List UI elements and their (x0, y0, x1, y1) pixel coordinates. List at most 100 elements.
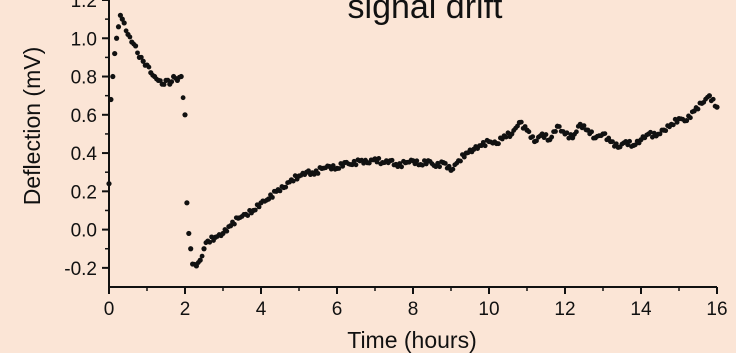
chart-title: signal drift (348, 0, 504, 26)
axes (102, 0, 718, 294)
y-tick-labels: -0.2 0.0 0.2 0.4 0.6 0.8 1.0 1.2 (64, 0, 97, 280)
data-point (446, 163, 452, 169)
data-point (252, 207, 258, 213)
data-point (534, 138, 539, 144)
data-point (648, 129, 653, 135)
data-point (610, 139, 615, 145)
data-point (140, 58, 146, 64)
x-tick-label: 14 (630, 299, 652, 320)
data-point (461, 154, 467, 160)
data-point (450, 166, 456, 172)
data-point (135, 50, 140, 56)
data-point (663, 128, 669, 134)
data-point (245, 213, 251, 218)
data-point (602, 131, 608, 137)
data-point (695, 106, 701, 112)
x-axis-title: Time (hours) (347, 327, 477, 353)
data-point (530, 134, 536, 140)
data-point (266, 196, 272, 202)
y-tick-label: 1.0 (71, 29, 97, 50)
x-tick-labels: 0 2 4 6 8 10 12 14 16 (104, 299, 728, 320)
data-point (710, 96, 716, 102)
data-point (437, 164, 442, 170)
x-tick-label: 6 (332, 299, 343, 320)
data-point (627, 138, 632, 144)
data-point (399, 164, 404, 170)
data-point (121, 20, 127, 26)
data-point (115, 24, 122, 30)
data-point (228, 223, 234, 229)
data-point (684, 117, 690, 124)
y-tick-label: 0.8 (71, 68, 97, 89)
data-point (414, 158, 420, 164)
data-point (169, 79, 175, 85)
data-point (283, 184, 289, 190)
data-point (632, 142, 638, 148)
y-tick-label: -0.2 (64, 259, 97, 280)
data-point (292, 173, 298, 179)
y-tick-label: 0.4 (71, 144, 98, 165)
data-point (256, 204, 262, 210)
data-point (389, 157, 395, 163)
data-point (458, 158, 463, 164)
data-point (110, 73, 116, 80)
data-point (556, 124, 562, 129)
data-point (133, 43, 139, 49)
data-point (232, 221, 237, 227)
data-point (277, 188, 283, 194)
data-point (207, 239, 213, 245)
data-point (224, 228, 230, 234)
data-point (376, 156, 382, 161)
data-point (706, 93, 713, 99)
data-point (549, 134, 555, 140)
data-point (182, 112, 188, 118)
data-point (353, 162, 359, 168)
x-tick-label: 2 (180, 299, 191, 320)
x-tick-label: 4 (256, 299, 267, 320)
data-point (197, 257, 203, 263)
data-point (114, 35, 120, 41)
data-point (220, 230, 226, 237)
data-point (574, 129, 579, 135)
data-point (209, 234, 215, 240)
data-point (184, 200, 190, 206)
data-point (330, 163, 336, 168)
data-point (442, 160, 448, 166)
data-point (270, 194, 275, 200)
data-point (336, 166, 342, 171)
data-point (420, 162, 425, 168)
data-point (374, 159, 380, 165)
data-point (589, 129, 594, 135)
data-point (201, 246, 207, 252)
data-point (503, 134, 509, 140)
x-tick-label: 12 (554, 299, 575, 320)
data-point (564, 130, 570, 136)
data-point (505, 130, 511, 136)
data-point (315, 171, 321, 176)
y-tick-label: 0.0 (71, 221, 97, 242)
y-tick-label: 0.2 (71, 182, 97, 203)
data-point (518, 119, 524, 125)
data-point (306, 168, 311, 174)
data-point (188, 246, 194, 252)
data-point (581, 123, 587, 128)
data-point (674, 119, 680, 125)
x-tick-label: 0 (104, 299, 115, 320)
data-point (650, 134, 655, 140)
data-point (482, 143, 488, 149)
data-point (496, 141, 501, 147)
data-points (106, 12, 720, 269)
data-point (161, 82, 167, 87)
data-point (714, 104, 720, 110)
data-point (539, 131, 545, 137)
data-point (146, 64, 152, 70)
data-point (180, 95, 186, 101)
data-point (543, 132, 549, 137)
data-point (585, 127, 591, 133)
data-point (127, 34, 133, 40)
y-axis-title: Deflection (mV) (19, 47, 45, 205)
x-tick-label: 8 (408, 299, 419, 320)
data-point (165, 77, 171, 83)
data-point (625, 142, 631, 148)
